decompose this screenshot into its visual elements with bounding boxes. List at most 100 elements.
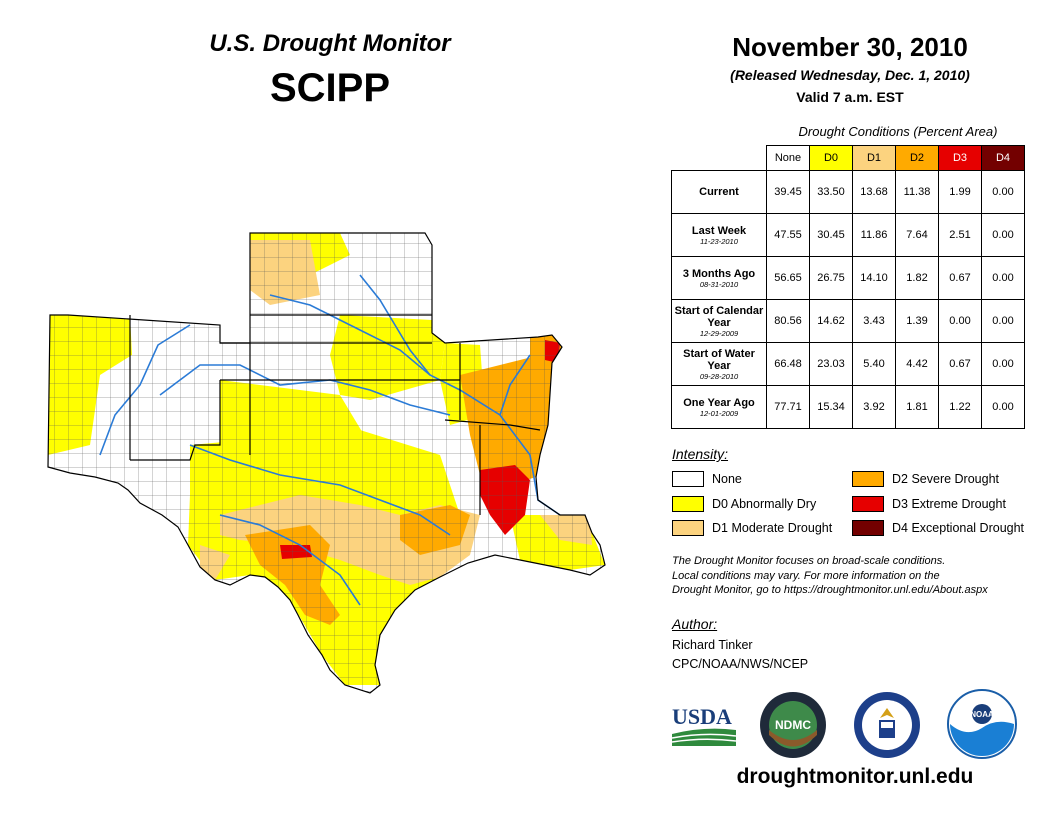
note-line: The Drought Monitor focuses on broad-sca…	[672, 555, 946, 567]
value-cell: 15.34	[809, 385, 853, 429]
value-cell: 0.00	[981, 299, 1025, 343]
legend-item-none: None	[672, 471, 742, 487]
commerce-seal-logo	[854, 692, 920, 758]
legend-item-d3: D3 Extreme Drought	[852, 496, 1006, 512]
legend-label: D0 Abnormally Dry	[712, 497, 817, 511]
usda-logo: USDA	[671, 704, 737, 746]
legend-title: Intensity:	[672, 446, 729, 462]
table-row: 3 Months Ago 08-31-2010 56.65 26.75 14.10…	[671, 256, 1025, 300]
value-cell: 11.38	[895, 170, 939, 214]
row-label-text: Start of Water Year	[683, 347, 755, 372]
row-label: One Year Ago 12-01-2009	[671, 385, 767, 429]
table-row: Start of Water Year 09-28-2010 66.48 23.0…	[671, 342, 1025, 386]
legend-swatch	[852, 496, 884, 512]
col-header-d2: D2	[895, 145, 939, 171]
row-label: Start of Calendar Year 12-29-2009	[671, 299, 767, 343]
value-cell: 0.00	[981, 342, 1025, 386]
state-borders	[47, 232, 606, 694]
disclaimer-note: The Drought Monitor focuses on broad-sca…	[672, 554, 1032, 598]
value-cell: 30.45	[809, 213, 853, 257]
value-cell: 26.75	[809, 256, 853, 300]
row-label: 3 Months Ago 08-31-2010	[671, 256, 767, 300]
value-cell: 47.55	[766, 213, 810, 257]
value-cell: 7.64	[895, 213, 939, 257]
table-row: One Year Ago 12-01-2009 77.71 15.34 3.92 …	[671, 385, 1025, 429]
row-label: Current	[671, 170, 767, 214]
row-label-text: Current	[699, 186, 739, 198]
row-sublabel: 12-01-2009	[699, 408, 739, 418]
value-cell: 0.00	[938, 299, 982, 343]
value-cell: 1.39	[895, 299, 939, 343]
value-cell: 14.10	[852, 256, 896, 300]
author-name: Richard Tinker	[672, 638, 753, 652]
noaa-logo: NOAA	[947, 689, 1017, 759]
col-header-none: None	[766, 145, 810, 171]
legend-label: None	[712, 472, 742, 486]
value-cell: 0.00	[981, 385, 1025, 429]
legend-item-d4: D4 Exceptional Drought	[852, 520, 1024, 536]
value-cell: 0.00	[981, 170, 1025, 214]
map-date: November 30, 2010	[732, 32, 968, 62]
valid-time: Valid 7 a.m. EST	[796, 89, 904, 105]
drought-map	[47, 232, 606, 694]
value-cell: 23.03	[809, 342, 853, 386]
table-row: Current 39.45 33.50 13.68 11.38 1.99 0.0…	[671, 170, 1025, 214]
value-cell: 5.40	[852, 342, 896, 386]
legend-swatch	[672, 471, 704, 487]
value-cell: 0.67	[938, 342, 982, 386]
row-sublabel: 09-28-2010	[699, 371, 739, 381]
value-cell: 1.81	[895, 385, 939, 429]
row-sublabel: 08-31-2010	[699, 279, 739, 289]
legend-swatch	[852, 471, 884, 487]
map-region-title: SCIPP	[269, 66, 391, 110]
legend-item-d1: D1 Moderate Drought	[672, 520, 832, 536]
table-corner	[672, 146, 767, 171]
footer-url[interactable]: droughtmonitor.unl.edu	[736, 765, 974, 788]
usda-logo-text: USDA	[672, 704, 732, 729]
author-title: Author:	[672, 616, 718, 632]
value-cell: 13.68	[852, 170, 896, 214]
legend-item-d0: D0 Abnormally Dry	[672, 496, 816, 512]
value-cell: 0.00	[981, 213, 1025, 257]
noaa-logo-text: NOAA	[970, 710, 994, 719]
legend-item-d2: D2 Severe Drought	[852, 471, 999, 487]
value-cell: 1.22	[938, 385, 982, 429]
row-sublabel: 11-23-2010	[700, 236, 738, 246]
col-header-d1: D1	[852, 145, 896, 171]
value-cell: 66.48	[766, 342, 810, 386]
row-label: Last Week 11-23-2010	[671, 213, 767, 257]
map-title: U.S. Drought Monitor	[209, 30, 451, 57]
legend-label: D2 Severe Drought	[892, 472, 1000, 486]
value-cell: 77.71	[766, 385, 810, 429]
value-cell: 1.82	[895, 256, 939, 300]
value-cell: 80.56	[766, 299, 810, 343]
legend-swatch	[852, 520, 884, 536]
rivers	[99, 274, 561, 606]
note-line: Local conditions may vary. For more info…	[672, 569, 940, 582]
row-label: Start of Water Year 09-28-2010	[671, 342, 767, 386]
table-row: Last Week 11-23-2010 47.55 30.45 11.86 7.…	[671, 213, 1025, 257]
value-cell: 3.43	[852, 299, 896, 343]
row-sublabel: 12-29-2009	[699, 328, 739, 338]
author-org: CPC/NOAA/NWS/NCEP	[672, 657, 809, 671]
legend-swatch	[672, 520, 704, 536]
table-caption: Drought Conditions (Percent Area)	[798, 124, 998, 139]
drought-conditions-table: None D0 D1 D2 D3 D4 Current 39.45 33.50 …	[671, 145, 1025, 429]
value-cell: 56.65	[766, 256, 810, 300]
row-label-text: Start of Calendar Year	[674, 304, 764, 329]
col-header-d0: D0	[809, 145, 853, 171]
row-label-text: 3 Months Ago	[682, 267, 756, 280]
row-label-text: One Year Ago	[683, 396, 755, 409]
col-header-d4: D4	[981, 145, 1025, 171]
value-cell: 39.45	[766, 170, 810, 214]
legend-label: D3 Extreme Drought	[892, 497, 1006, 511]
legend-swatch	[672, 496, 704, 512]
table-header-row: None D0 D1 D2 D3 D4	[672, 145, 1025, 171]
note-line: Drought Monitor, go to https://droughtmo…	[672, 584, 988, 596]
value-cell: 4.42	[895, 342, 939, 386]
ndmc-logo: NDMC	[760, 692, 826, 758]
release-date: (Released Wednesday, Dec. 1, 2010)	[730, 67, 970, 83]
row-label-text: Last Week	[691, 224, 747, 237]
table-row: Start of Calendar Year 12-29-2009 80.56 1…	[671, 299, 1025, 343]
value-cell: 14.62	[809, 299, 853, 343]
